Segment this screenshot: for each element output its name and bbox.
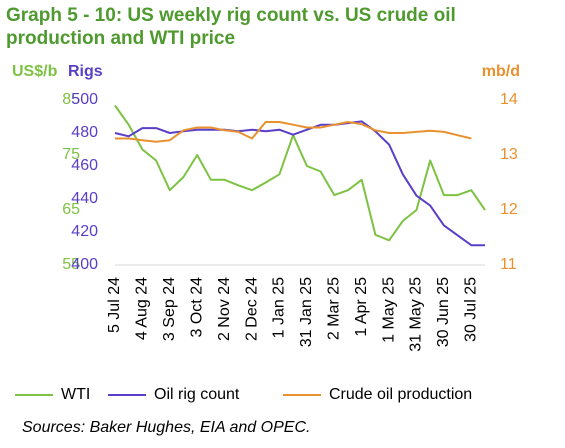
source-note: Sources: Baker Hughes, EIA and OPEC. <box>22 419 310 436</box>
chart-title: Graph 5 - 10: US weekly rig count vs. US… <box>6 5 456 49</box>
y-tick-label: 65 <box>62 201 80 218</box>
y2-tick-label: 440 <box>71 190 98 207</box>
x-tick-label: 2 Dec 24 <box>243 277 260 341</box>
x-tick-label: 1 Jan 25 <box>271 277 288 338</box>
y2-tick-label: 460 <box>71 157 98 174</box>
series-line <box>114 120 485 247</box>
y-tick-label: 55 <box>62 256 80 273</box>
x-tick-label: 30 Jul 25 <box>463 277 480 342</box>
y2-tick-label: 480 <box>71 124 98 141</box>
y3-tick-label: 12 <box>500 201 518 218</box>
y3-tick-label: 13 <box>500 146 518 163</box>
x-tick-label: 3 Oct 24 <box>188 277 205 338</box>
x-tick-label: 5 Jul 24 <box>106 277 123 333</box>
x-tick-label: 1 Apr 25 <box>353 277 370 337</box>
x-tick-label: 30 Jun 25 <box>435 277 452 347</box>
y-tick-label: 85 <box>62 91 80 108</box>
y2-tick-label: 400 <box>71 256 98 273</box>
y3-tick-label: 14 <box>500 91 518 108</box>
y3-axis-label: mb/d <box>482 63 520 80</box>
x-tick-label: 1 May 25 <box>380 277 397 343</box>
x-tick-label: 2 Mar 25 <box>325 277 342 340</box>
legend-label: Crude oil production <box>329 386 472 403</box>
y3-tick-label: 11 <box>500 256 517 273</box>
y-tick-label: 75 <box>62 146 80 163</box>
x-tick-label: 2 Nov 24 <box>216 277 233 341</box>
y2-tick-label: 420 <box>71 223 98 240</box>
x-tick-label: 31 Jan 25 <box>298 277 315 347</box>
y2-axis-label: Rigs <box>68 63 103 80</box>
series-line <box>115 121 472 143</box>
x-tick-label: 4 Aug 24 <box>134 277 151 340</box>
legend-label: WTI <box>61 386 90 403</box>
x-tick-label: 3 Sep 24 <box>161 277 178 341</box>
series-line <box>114 104 486 242</box>
y-axis-label: US$/b <box>12 63 58 80</box>
y2-tick-label: 500 <box>71 91 98 108</box>
x-tick-label: 31 May 25 <box>408 277 425 352</box>
legend-label: Oil rig count <box>154 386 240 403</box>
